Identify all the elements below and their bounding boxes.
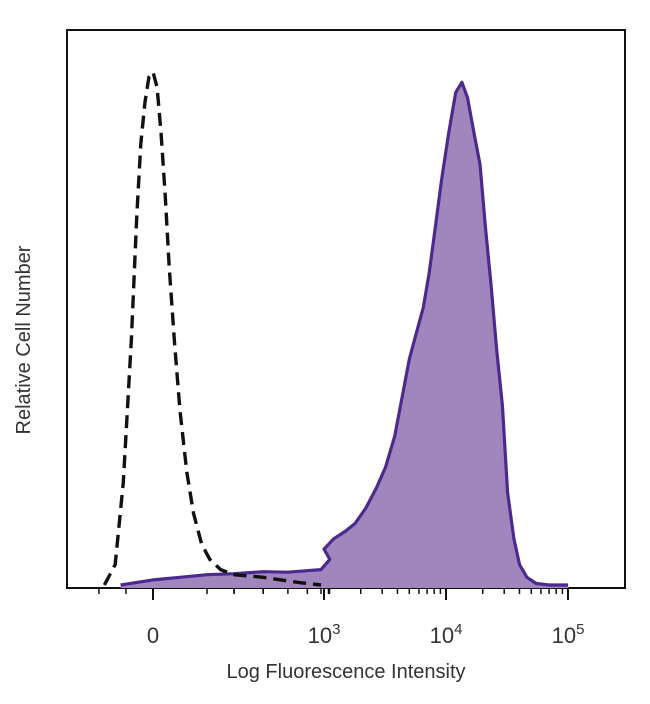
series-layer: [102, 70, 568, 588]
stained-histogram-fill: [120, 82, 568, 588]
y-axis-title: Relative Cell Number: [13, 245, 35, 434]
x-tick-label: 0: [147, 623, 159, 648]
x-tick-label: 105: [552, 621, 585, 648]
x-axis-ticks: [98, 588, 569, 600]
plot-frame: [66, 29, 626, 589]
x-axis-title: Log Fluorescence Intensity: [226, 661, 465, 683]
x-tick-label: 103: [308, 621, 341, 648]
control-histogram-dashed: [102, 70, 322, 587]
x-axis-tick-labels: 0 103 104 105: [147, 621, 585, 648]
x-tick-label: 104: [430, 621, 463, 648]
stained-histogram-outline: [120, 80, 568, 587]
